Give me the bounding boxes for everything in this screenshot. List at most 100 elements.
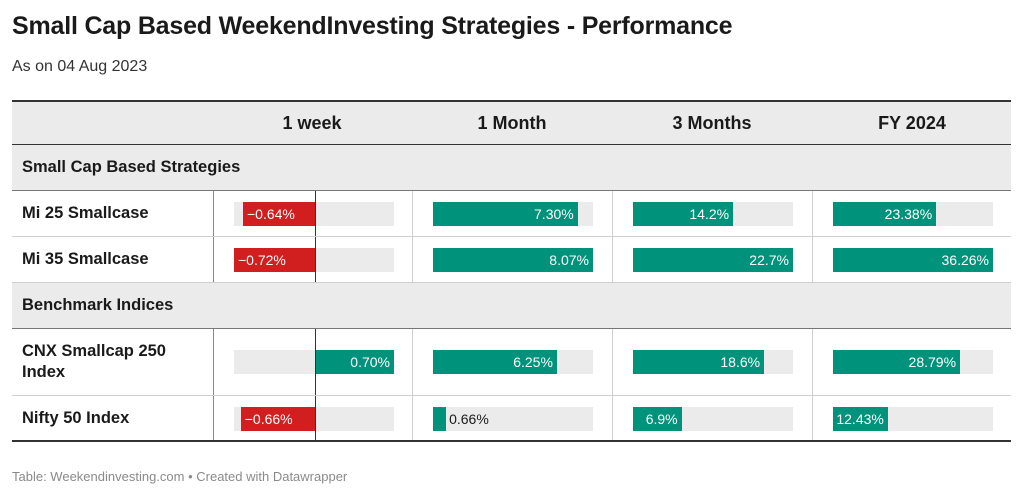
bar-track: −0.66% (234, 407, 394, 431)
table-row[interactable]: Nifty 50 Index −0.66% 0.66% 6.9% 12.43% (12, 396, 1011, 442)
data-label: 0.70% (350, 354, 390, 370)
bar-cell: 14.2% (633, 191, 793, 236)
data-label: 23.38% (884, 206, 933, 222)
bar-cell: 6.9% (633, 396, 793, 440)
data-label: 0.66% (449, 411, 489, 427)
data-label: 8.07% (549, 252, 589, 268)
data-bar[interactable] (633, 407, 682, 431)
column-divider (412, 191, 413, 236)
data-label: 6.9% (645, 411, 678, 427)
bar-cell: 22.7% (633, 237, 793, 282)
data-label: −0.66% (244, 411, 293, 427)
bar-track: 14.2% (633, 202, 793, 226)
bar-track: 23.38% (833, 202, 993, 226)
bar-cell: −0.72% (234, 237, 394, 282)
data-label: 14.2% (689, 206, 730, 222)
bar-cell: −0.64% (234, 191, 394, 236)
data-label: −0.72% (238, 252, 286, 268)
column-divider (213, 237, 214, 282)
data-label: 12.43% (836, 411, 884, 427)
data-label: 18.6% (720, 354, 761, 370)
column-header-1-month[interactable]: 1 Month (477, 113, 547, 133)
bar-cell: 12.43% (833, 396, 993, 440)
table-row[interactable]: Mi 25 Smallcase −0.64% 7.30% 14.2% 23.38% (12, 191, 1011, 237)
data-label: 6.25% (513, 354, 553, 370)
data-bar[interactable] (633, 202, 734, 226)
column-divider (612, 396, 613, 440)
table-header: 1 week 1 Month 3 Months FY 2024 (12, 100, 1011, 145)
bar-cell: −0.66% (234, 396, 394, 440)
data-label: 7.30% (534, 206, 574, 222)
bar-track: 22.7% (633, 248, 793, 272)
data-bar[interactable] (315, 350, 394, 374)
bar-track: 28.79% (833, 350, 993, 374)
bar-track: 36.26% (833, 248, 993, 272)
data-bar[interactable] (433, 202, 578, 226)
column-divider (412, 329, 413, 395)
data-bar[interactable] (833, 202, 937, 226)
column-header-3-months[interactable]: 3 Months (672, 113, 752, 133)
row-label: CNX Smallcap 250 Index (22, 342, 166, 381)
column-divider (213, 191, 214, 236)
data-bar[interactable] (433, 407, 447, 431)
bar-cell: 8.07% (433, 237, 593, 282)
column-divider (412, 396, 413, 440)
zero-line (315, 396, 316, 440)
data-label: −0.64% (247, 206, 295, 222)
column-divider (612, 191, 613, 236)
data-bar[interactable] (833, 407, 888, 431)
row-label: Nifty 50 Index (22, 408, 130, 427)
section-heading: Small Cap Based Strategies (12, 145, 1011, 191)
section-heading: Benchmark Indices (12, 283, 1011, 329)
bar-track: 7.30% (433, 202, 593, 226)
data-label: 28.79% (908, 354, 957, 370)
data-bar[interactable] (833, 248, 993, 272)
row-label: Mi 35 Smallcase (22, 250, 149, 268)
data-label: 22.7% (749, 252, 789, 268)
bar-track: 6.9% (633, 407, 793, 431)
bar-track: −0.64% (234, 202, 394, 226)
bar-track: 18.6% (633, 350, 793, 374)
bar-cell: 18.6% (633, 329, 793, 395)
bar-cell: 36.26% (833, 237, 993, 282)
column-divider (812, 191, 813, 236)
column-divider (412, 237, 413, 282)
bar-cell: 7.30% (433, 191, 593, 236)
column-header-1-week[interactable]: 1 week (282, 113, 342, 133)
bar-track: 6.25% (433, 350, 593, 374)
data-bar[interactable] (234, 248, 316, 272)
bar-track: −0.72% (234, 248, 394, 272)
bar-track: 0.70% (234, 350, 394, 374)
zero-line (315, 237, 316, 282)
data-bar[interactable] (633, 350, 765, 374)
data-bar[interactable] (433, 248, 593, 272)
row-label: Mi 25 Smallcase (22, 204, 149, 222)
data-bar[interactable] (243, 202, 316, 226)
bar-cell: 23.38% (833, 191, 993, 236)
column-divider (612, 329, 613, 395)
data-label: 36.26% (941, 252, 989, 268)
column-divider (612, 237, 613, 282)
bar-track: 0.66% (433, 407, 593, 431)
data-bar[interactable] (833, 350, 961, 374)
column-divider (812, 237, 813, 282)
chart-subtitle: As on 04 Aug 2023 (12, 58, 148, 75)
column-header-fy-2024[interactable]: FY 2024 (878, 113, 946, 133)
bar-cell: 28.79% (833, 329, 993, 395)
chart-title: Small Cap Based WeekendInvesting Strateg… (12, 12, 733, 40)
table-footer: Table: Weekendinvesting.com • Created wi… (12, 469, 348, 484)
bar-cell: 6.25% (433, 329, 593, 395)
column-divider (812, 396, 813, 440)
data-bar[interactable] (633, 248, 793, 272)
table-row[interactable]: Mi 35 Smallcase −0.72% 8.07% 22.7% 36.26% (12, 237, 1011, 283)
data-bar[interactable] (433, 350, 557, 374)
data-bar[interactable] (240, 407, 316, 431)
performance-table: 1 week 1 Month 3 Months FY 2024 Small Ca… (12, 100, 1011, 442)
bar-cell: 0.66% (433, 396, 593, 440)
zero-line (315, 329, 316, 395)
bar-cell: 0.70% (234, 329, 394, 395)
bar-track: 12.43% (833, 407, 993, 431)
bar-track: 8.07% (433, 248, 593, 272)
table-row[interactable]: CNX Smallcap 250 Index 0.70% 6.25% 18.6% 28.… (12, 329, 1011, 396)
column-divider (812, 329, 813, 395)
